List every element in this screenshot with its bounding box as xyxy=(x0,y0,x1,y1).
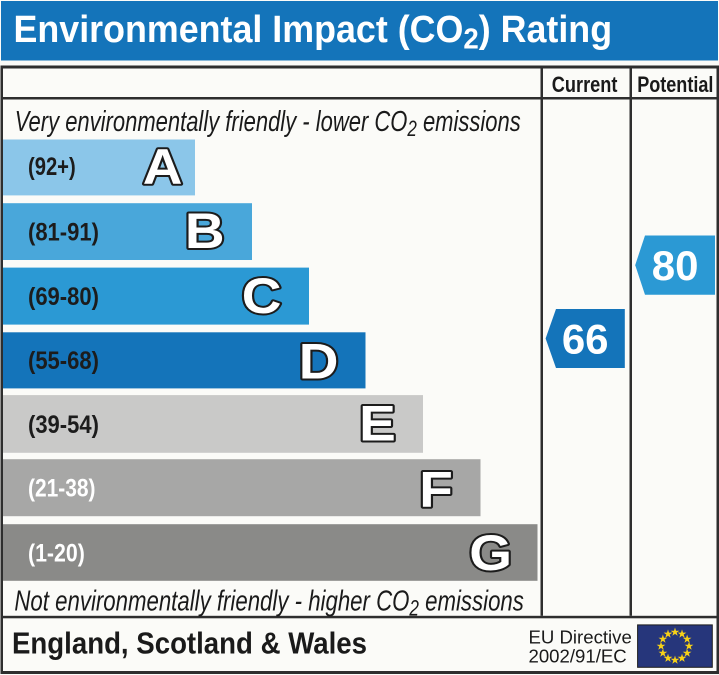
svg-text:(69-80): (69-80) xyxy=(28,283,99,311)
svg-text:Environmental Impact (CO2) Rat: Environmental Impact (CO2) Rating xyxy=(14,8,613,55)
svg-text:(21-38): (21-38) xyxy=(28,475,96,503)
svg-text:G: G xyxy=(469,525,512,581)
svg-text:Very environmentally friendly: Very environmentally friendly - lower CO… xyxy=(15,106,521,141)
svg-text:Potential: Potential xyxy=(637,72,713,97)
svg-text:E: E xyxy=(359,396,396,452)
svg-text:(55-68): (55-68) xyxy=(28,347,99,375)
svg-text:C: C xyxy=(242,268,282,324)
svg-text:England, Scotland & Wales: England, Scotland & Wales xyxy=(12,626,367,661)
svg-text:Current: Current xyxy=(552,72,618,97)
svg-text:D: D xyxy=(299,334,339,390)
svg-text:B: B xyxy=(185,203,225,259)
svg-text:66: 66 xyxy=(562,315,609,362)
svg-text:80: 80 xyxy=(652,242,699,289)
svg-text:2002/91/EC: 2002/91/EC xyxy=(529,645,627,666)
svg-text:F: F xyxy=(419,462,453,518)
svg-text:(39-54): (39-54) xyxy=(28,411,99,439)
svg-text:Not environmentally friendly -: Not environmentally friendly - higher CO… xyxy=(14,585,523,620)
svg-text:(81-91): (81-91) xyxy=(28,219,99,247)
svg-text:EU Directive: EU Directive xyxy=(529,627,632,648)
svg-text:(92+): (92+) xyxy=(28,153,76,181)
svg-text:(1-20): (1-20) xyxy=(28,539,85,567)
svg-text:A: A xyxy=(143,139,183,195)
